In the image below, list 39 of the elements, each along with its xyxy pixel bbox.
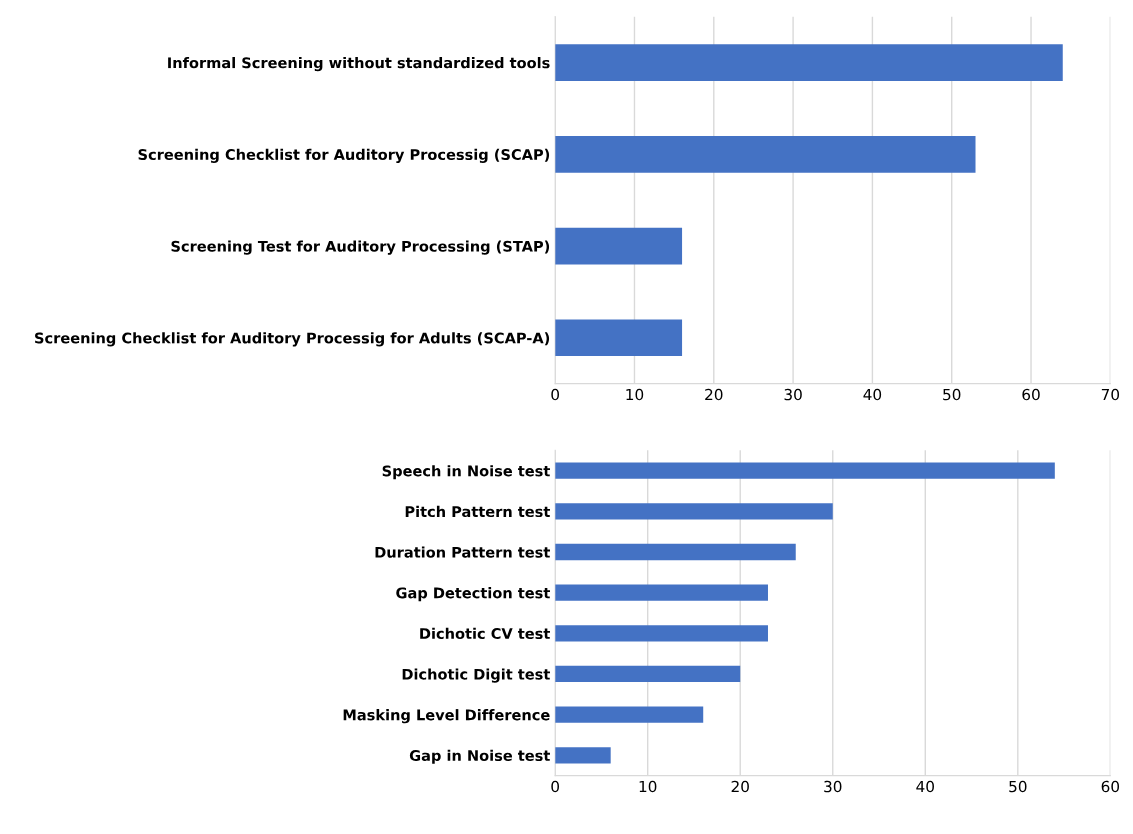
y-tick-label: Screening Test for Auditory Processing (STAP) <box>171 240 550 255</box>
y-tick-label: Speech in Noise test <box>382 465 550 480</box>
y-tick-label: Informal Screening without standardized tools <box>168 57 550 72</box>
bar <box>555 625 768 642</box>
bar <box>555 462 1055 479</box>
y-tick-label: Duration Pattern test <box>375 546 550 558</box>
bar <box>555 706 704 723</box>
x-tick-label: 50 <box>1009 780 1027 793</box>
bar <box>555 227 683 265</box>
bar <box>555 503 833 520</box>
y-tick-label: Dichotic Digit test <box>402 668 550 683</box>
x-tick-label: 30 <box>824 780 842 793</box>
bar <box>555 747 611 764</box>
bar <box>555 584 768 601</box>
x-tick-label: 20 <box>731 780 749 793</box>
x-tick-label: 70 <box>1101 388 1120 401</box>
x-tick-label: 60 <box>1022 388 1040 401</box>
y-tick-label: Screening Checklist for Auditory Processig (SCAP) <box>138 148 550 163</box>
y-tick-label: Screening Checklist for Auditory Processig for Adults (SCAP-A) <box>35 332 550 347</box>
bar <box>555 319 683 357</box>
y-tick-label: Gap Detection test <box>396 587 550 602</box>
x-tick-label: 10 <box>639 780 657 793</box>
x-tick-label: 40 <box>916 780 934 793</box>
bar <box>555 665 741 683</box>
bar <box>555 135 976 173</box>
y-tick-label: Pitch Pattern test <box>405 505 550 518</box>
bar <box>555 543 796 561</box>
y-tick-label: Masking Level Difference <box>343 709 550 724</box>
y-tick-label: Gap in Noise test <box>409 749 550 764</box>
bar <box>555 44 1063 81</box>
x-tick-label: 0 <box>551 388 560 401</box>
x-tick-label: 10 <box>626 388 644 401</box>
x-tick-label: 40 <box>863 388 882 401</box>
x-tick-label: 20 <box>705 388 723 401</box>
x-tick-label: 30 <box>784 388 802 401</box>
x-tick-label: 50 <box>943 388 961 401</box>
x-tick-label: 60 <box>1101 780 1120 793</box>
x-tick-label: 0 <box>551 780 560 793</box>
y-tick-label: Dichotic CV test <box>420 627 550 640</box>
